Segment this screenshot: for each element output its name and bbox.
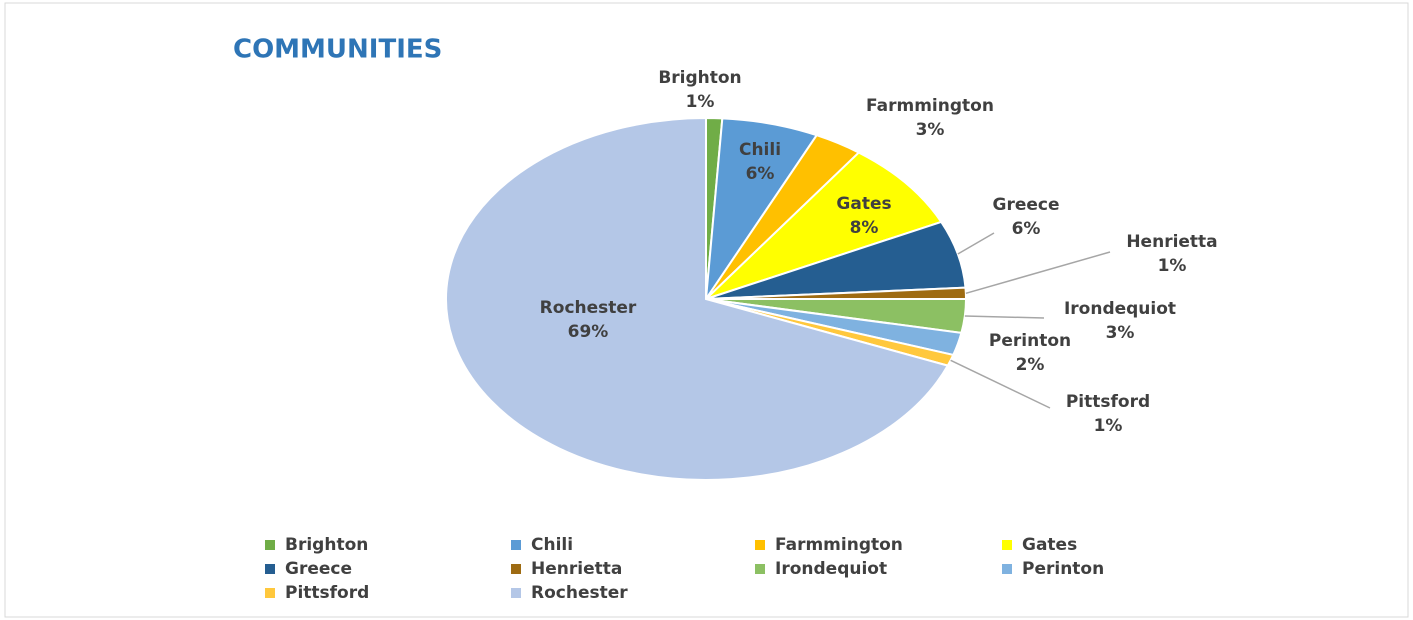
leader-line (957, 232, 995, 255)
data-label-name: Henrietta (1126, 232, 1217, 252)
data-label-name: Greece (992, 195, 1059, 215)
pie-slice (445, 116, 950, 481)
data-label-value: 1% (1158, 256, 1187, 276)
legend-swatch (755, 564, 765, 574)
legend-label: Gates (1022, 535, 1077, 555)
leader-line (950, 359, 1051, 409)
data-label-value: 2% (1016, 355, 1045, 375)
data-label-name: Chili (739, 140, 781, 160)
data-label-value: 3% (1106, 323, 1135, 343)
legend-label: Irondequiot (775, 559, 887, 579)
legend-label: Rochester (531, 583, 628, 603)
data-label-name: Rochester (540, 298, 637, 318)
data-label-value: 1% (686, 92, 715, 112)
data-label-value: 1% (1094, 416, 1123, 436)
chart-title: COMMUNITIES (233, 35, 442, 65)
legend-swatch (511, 564, 521, 574)
data-label-name: Gates (836, 194, 891, 214)
data-label-name: Farmmington (866, 96, 994, 116)
data-label-value: 69% (568, 322, 609, 342)
data-label-name: Pittsford (1066, 392, 1150, 412)
leader-line (964, 315, 1045, 319)
legend-label: Chili (531, 535, 573, 555)
legend-swatch (1002, 540, 1012, 550)
legend-swatch (265, 588, 275, 598)
legend-label: Henrietta (531, 559, 622, 579)
legend-swatch (265, 564, 275, 574)
legend-label: Perinton (1022, 559, 1104, 579)
data-label-name: Perinton (989, 331, 1071, 351)
legend-swatch (511, 588, 521, 598)
legend-swatch (1002, 564, 1012, 574)
data-label-value: 6% (746, 164, 775, 184)
data-label-value: 3% (916, 120, 945, 140)
legend-label: Greece (285, 559, 352, 579)
legend-swatch (265, 540, 275, 550)
data-label-value: 6% (1012, 219, 1041, 239)
legend-label: Farmmington (775, 535, 903, 555)
data-label-name: Brighton (658, 68, 741, 88)
leader-line (965, 251, 1111, 295)
legend-label: Pittsford (285, 583, 369, 603)
legend-swatch (755, 540, 765, 550)
data-label-value: 8% (850, 218, 879, 238)
data-label-name: Irondequiot (1064, 299, 1176, 319)
legend-label: Brighton (285, 535, 368, 555)
legend-swatch (511, 540, 521, 550)
pie-slice (705, 151, 943, 300)
